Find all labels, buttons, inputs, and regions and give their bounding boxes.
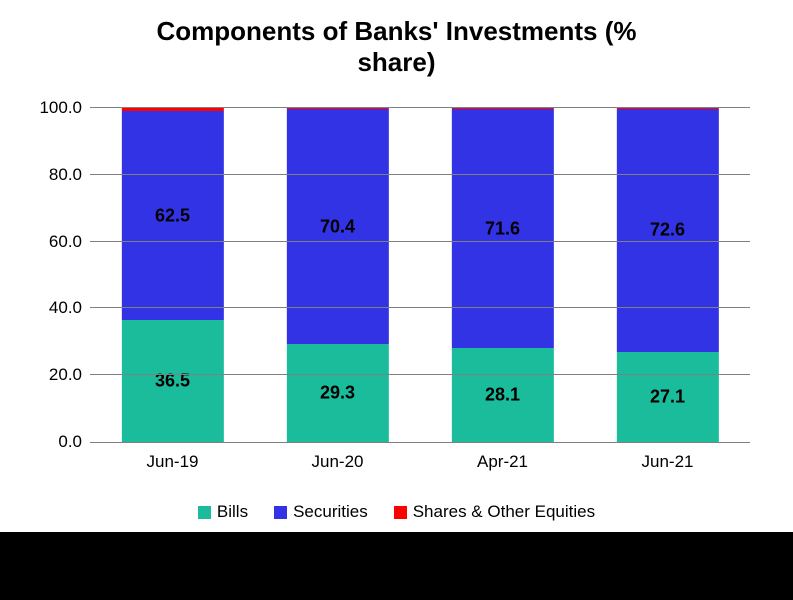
bar-slot: 29.370.4Jun-20 [255,108,420,442]
y-axis-tick-label: 100.0 [39,98,90,118]
gridline [90,107,750,108]
bar-stack: 29.3 70.4 [286,108,388,442]
y-axis-tick-label: 0.0 [58,432,90,452]
bar-data-label: 27.1 [650,386,685,407]
chart-title: Components of Banks' Investments (% shar… [0,0,793,77]
bar-slot: 28.171.6Apr-21 [420,108,585,442]
bar-segment-securities: 70.4 [286,109,388,344]
plot-area: 36.562.5Jun-1929.370.4Jun-2028.171.6Apr-… [90,108,750,443]
bar-data-label: 29.3 [320,383,355,404]
bar-stack: 28.1 71.6 [451,108,553,442]
y-axis-tick-label: 60.0 [49,232,90,252]
bar-stack: 36.5 62.5 [121,108,223,442]
bar-segment-shares-other-equities [286,108,388,109]
gridline [90,374,750,375]
bar-segment-shares-other-equities [616,108,718,109]
legend: Bills Securities Shares & Other Equities [0,502,793,522]
legend-item: Securities [274,502,368,522]
bar-segment-securities: 62.5 [121,111,223,320]
x-axis-tick-label: Apr-21 [477,442,528,472]
bar-segment-securities: 71.6 [451,109,553,348]
legend-swatch [274,506,287,519]
bar-data-label: 28.1 [485,385,520,406]
legend-swatch [198,506,211,519]
y-axis-tick-label: 40.0 [49,298,90,318]
chart-title-line2: share) [357,47,435,77]
bar-segment-shares-other-equities [121,108,223,111]
bottom-band [0,532,793,600]
legend-swatch [394,506,407,519]
bar-segment-bills: 29.3 [286,344,388,442]
chart-container: Components of Banks' Investments (% shar… [0,0,793,532]
bar-segment-bills: 36.5 [121,320,223,442]
bar-data-label: 72.6 [650,220,685,241]
x-axis-tick-label: Jun-20 [312,442,364,472]
bars-container: 36.562.5Jun-1929.370.4Jun-2028.171.6Apr-… [90,108,750,442]
x-axis-tick-label: Jun-21 [642,442,694,472]
legend-item: Bills [198,502,248,522]
legend-label: Bills [217,502,248,522]
gridline [90,307,750,308]
bar-data-label: 70.4 [320,216,355,237]
bar-segment-shares-other-equities [451,108,553,109]
bar-data-label: 71.6 [485,218,520,239]
chart-title-line1: Components of Banks' Investments (% [156,16,636,46]
gridline [90,241,750,242]
legend-label: Securities [293,502,368,522]
bar-stack: 27.1 72.6 [616,108,718,442]
bar-segment-bills: 28.1 [451,348,553,442]
y-axis-tick-label: 80.0 [49,165,90,185]
bar-segment-securities: 72.6 [616,109,718,351]
x-axis-tick-label: Jun-19 [147,442,199,472]
bar-slot: 27.172.6Jun-21 [585,108,750,442]
legend-item: Shares & Other Equities [394,502,595,522]
legend-label: Shares & Other Equities [413,502,595,522]
gridline [90,174,750,175]
bar-data-label: 62.5 [155,205,190,226]
bar-segment-bills: 27.1 [616,352,718,443]
y-axis-tick-label: 20.0 [49,365,90,385]
bar-slot: 36.562.5Jun-19 [90,108,255,442]
